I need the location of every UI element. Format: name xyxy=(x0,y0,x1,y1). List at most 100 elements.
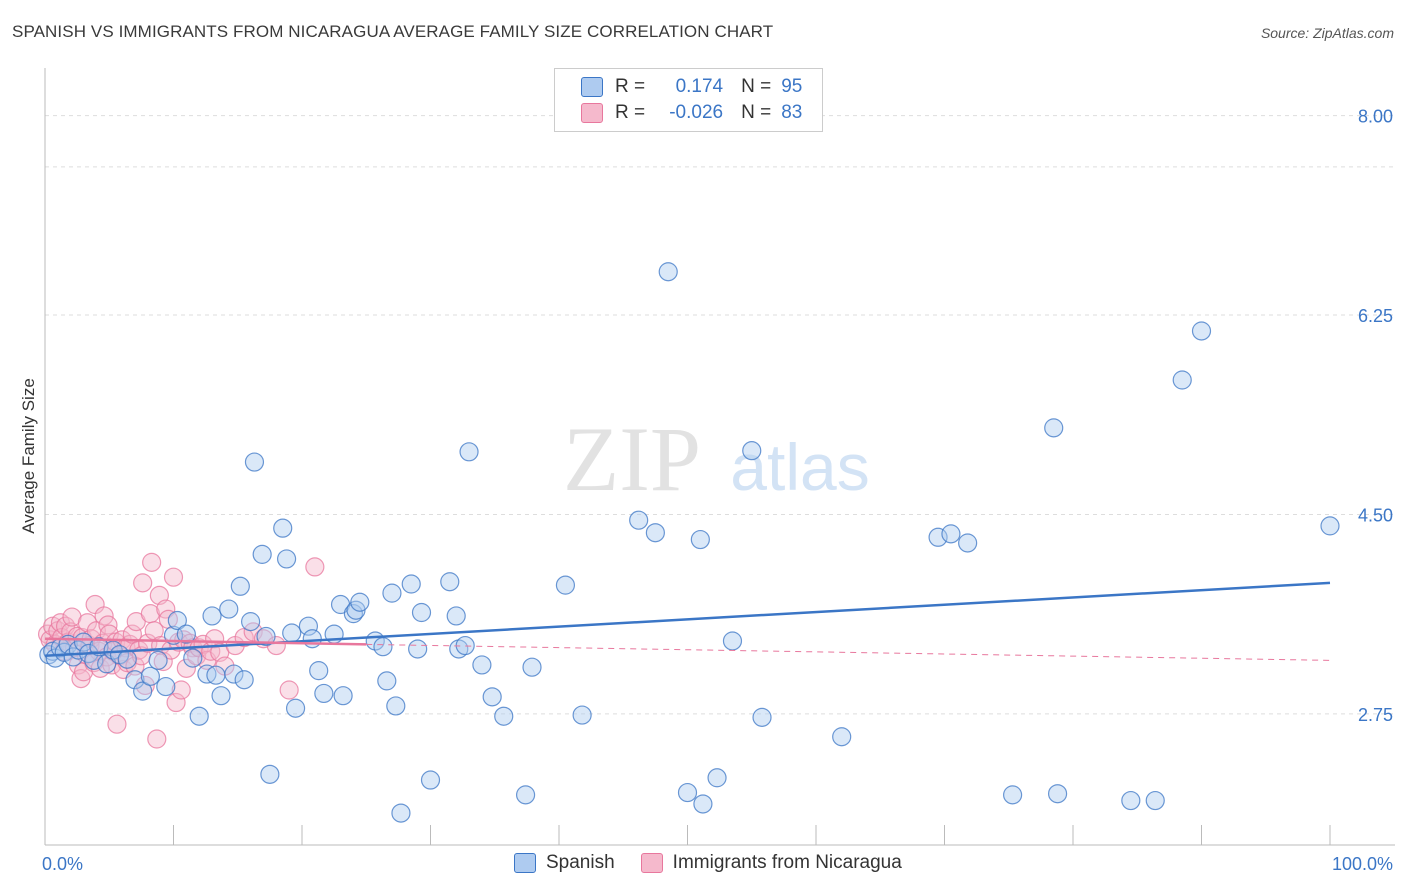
y-tick-label: 4.50 xyxy=(1358,505,1393,525)
spanish-point xyxy=(707,768,727,788)
nicaragua-point xyxy=(133,573,153,593)
nicaragua-point xyxy=(193,634,213,655)
spanish-point xyxy=(302,629,322,649)
legend-n-label: N = xyxy=(741,102,772,123)
legend-r-label: R = xyxy=(615,102,646,123)
y-tick-label: 6.25 xyxy=(1358,306,1393,326)
spanish-point xyxy=(343,604,363,624)
legend-r-value: 0.174 xyxy=(675,76,724,97)
spanish-point xyxy=(183,648,203,668)
y-tick-label: 8.00 xyxy=(1358,107,1393,127)
spanish-point xyxy=(1320,516,1340,536)
spanish-point xyxy=(832,727,852,747)
spanish-point xyxy=(244,452,265,472)
legend-item-spanish: Spanish xyxy=(514,852,615,874)
spanish-point xyxy=(1172,370,1192,390)
spanish-point xyxy=(1003,785,1023,805)
spanish-point xyxy=(333,686,353,706)
nicaragua-point xyxy=(166,692,186,713)
spanish-point xyxy=(391,803,411,823)
spanish-point xyxy=(420,770,441,790)
nicaragua-point xyxy=(125,656,145,676)
spanish-point xyxy=(958,533,978,553)
legend-r-value: -0.026 xyxy=(669,102,724,123)
spanish-point xyxy=(408,639,428,659)
spanish-point xyxy=(572,705,592,725)
spanish-point xyxy=(314,683,334,704)
spanish-point xyxy=(1044,418,1064,438)
spanish-point xyxy=(1191,321,1212,341)
spanish-point xyxy=(298,616,319,636)
watermark-zip: ZIP xyxy=(563,408,701,510)
spanish-point xyxy=(219,599,239,619)
spanish-point xyxy=(645,523,665,543)
spanish-point xyxy=(472,655,492,675)
spanish-point xyxy=(256,626,276,647)
nicaragua-point xyxy=(279,680,299,700)
spanish-point xyxy=(148,650,168,670)
legend-label-nicaragua: Immigrants from Nicaragua xyxy=(672,852,902,873)
spanish-point xyxy=(722,631,743,651)
legend-swatch-blue xyxy=(581,77,603,97)
spanish-point xyxy=(377,671,397,691)
watermark: ZIP atlas xyxy=(563,408,870,510)
spanish-point xyxy=(522,657,542,677)
legend-row-nicaragua: R = -0.026 N = 83 xyxy=(581,100,802,126)
nicaragua-point xyxy=(176,658,196,678)
spanish-point xyxy=(677,782,698,803)
spanish-point xyxy=(285,698,306,718)
spanish-point xyxy=(515,785,536,805)
axes xyxy=(44,68,1395,846)
nicaragua-point xyxy=(305,557,325,577)
spanish-point xyxy=(276,549,297,569)
spanish-point xyxy=(189,706,209,726)
spanish-point xyxy=(89,637,109,657)
spanish-point xyxy=(211,686,231,706)
series-spanish-points xyxy=(39,262,1340,823)
legend-swatch-blue xyxy=(514,853,536,873)
trend-lines xyxy=(44,581,1331,661)
y-axis-label: Average Family Size xyxy=(19,378,38,534)
spanish-point xyxy=(446,606,466,626)
source-label: Source: ZipAtlas.com xyxy=(1260,25,1394,41)
spanish-point xyxy=(658,262,678,282)
legend-swatch-pink xyxy=(640,853,663,873)
nicaragua-point xyxy=(147,729,167,749)
spanish-point xyxy=(494,706,514,726)
legend-label-spanish: Spanish xyxy=(546,852,615,873)
spanish-point xyxy=(176,624,196,644)
spanish-point xyxy=(386,696,406,716)
spanish-point xyxy=(202,606,222,626)
chart-title: SPANISH VS IMMIGRANTS FROM NICARAGUA AVE… xyxy=(12,22,774,41)
y-tick-label: 2.75 xyxy=(1358,705,1393,725)
nicaragua-trend-extension xyxy=(366,643,1331,661)
spanish-point xyxy=(555,575,576,595)
nicaragua-point xyxy=(142,552,162,572)
x-tick-label: 0.0% xyxy=(42,854,83,874)
spanish-point xyxy=(482,687,502,707)
legend-n-value: 95 xyxy=(781,76,803,97)
x-tick-labels: 0.0% 100.0% xyxy=(42,854,1393,874)
y-tick-labels: 2.75 4.50 6.25 8.00 xyxy=(1358,107,1393,725)
series-legend: Spanish Immigrants from Nicaragua xyxy=(514,852,928,874)
spanish-point xyxy=(382,583,402,603)
nicaragua-point xyxy=(107,714,127,734)
spanish-point xyxy=(117,649,137,669)
spanish-point xyxy=(73,632,94,652)
legend-item-nicaragua: Immigrants from Nicaragua xyxy=(640,852,902,874)
spanish-point xyxy=(156,676,176,697)
spanish-point xyxy=(690,529,710,550)
spanish-point xyxy=(459,442,479,462)
spanish-point xyxy=(167,610,187,631)
x-tick-label: 100.0% xyxy=(1332,854,1393,874)
legend-row-spanish: R = 0.174 N = 95 xyxy=(581,74,802,100)
spanish-point xyxy=(411,602,432,623)
spanish-point xyxy=(440,572,460,592)
spanish-point xyxy=(373,637,393,657)
spanish-point xyxy=(133,681,153,701)
spanish-point xyxy=(282,623,302,643)
spanish-point xyxy=(693,794,713,814)
spanish-point xyxy=(273,518,293,538)
legend-n-label: N = xyxy=(741,76,772,97)
